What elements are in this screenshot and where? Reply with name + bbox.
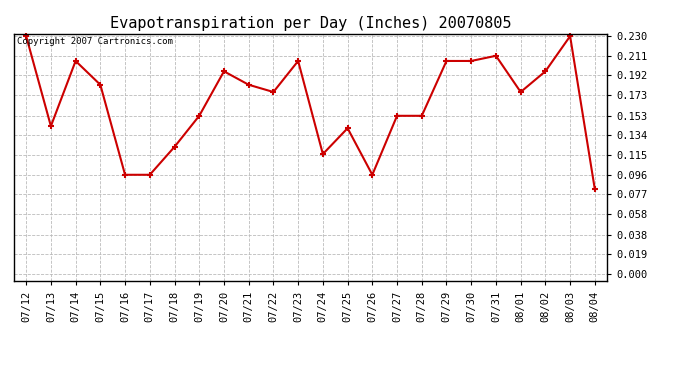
Title: Evapotranspiration per Day (Inches) 20070805: Evapotranspiration per Day (Inches) 2007… — [110, 16, 511, 31]
Text: Copyright 2007 Cartronics.com: Copyright 2007 Cartronics.com — [17, 38, 172, 46]
